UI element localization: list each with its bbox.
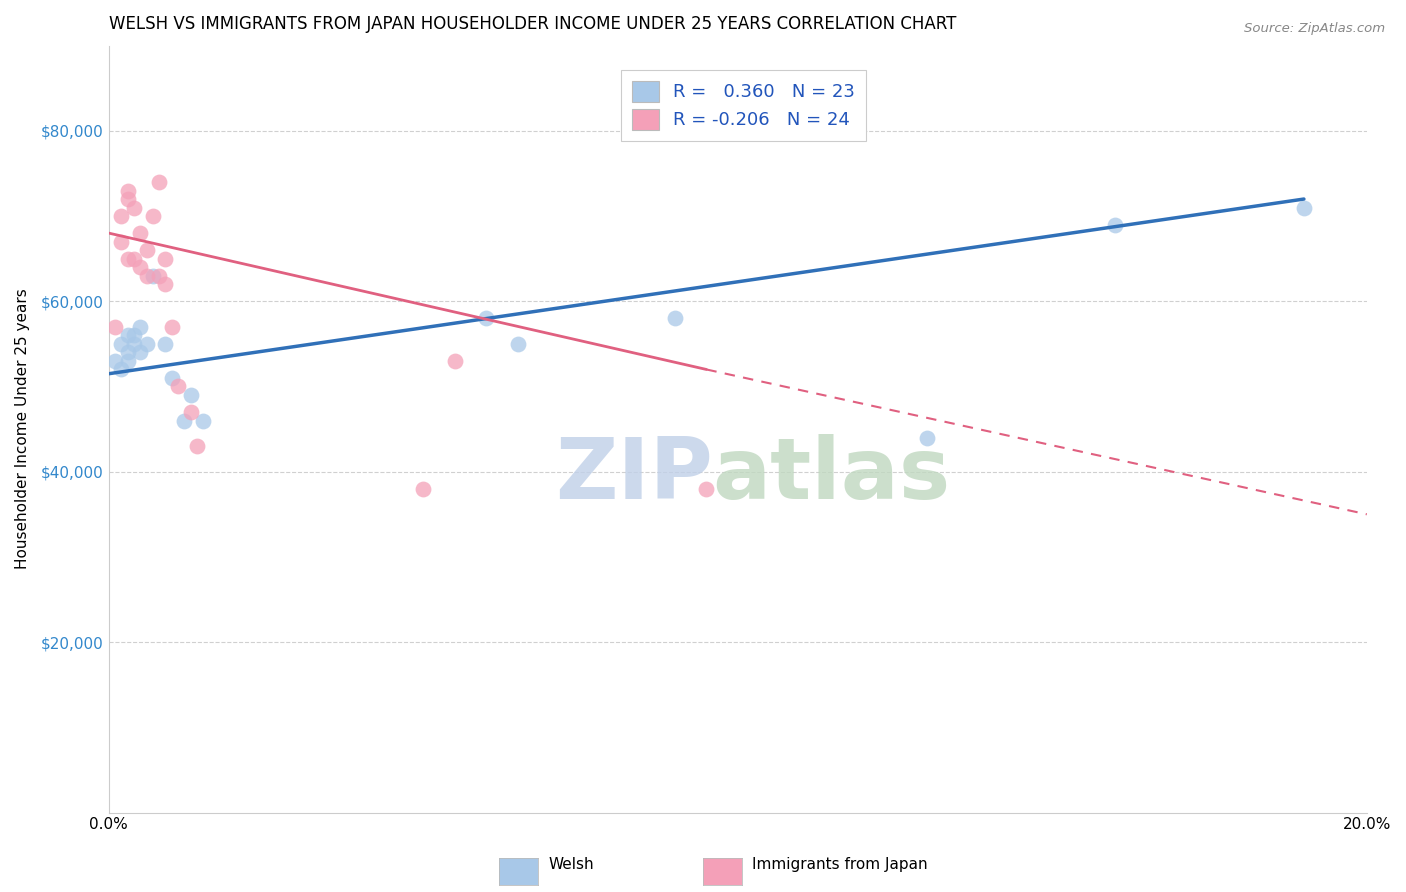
Point (104, 319, 127, 334)
Point (122, 252, 145, 266)
Point (193, 414, 215, 428)
Point (129, 319, 152, 334)
Point (475, 311, 498, 326)
Point (110, 209, 132, 223)
Point (135, 243, 157, 257)
Point (186, 439, 208, 453)
Point (122, 337, 145, 351)
Point (443, 354, 465, 368)
Point (167, 379, 190, 393)
Text: atlas: atlas (713, 434, 950, 516)
Point (148, 175, 170, 189)
Point (1104, 218, 1126, 232)
Point (695, 482, 717, 496)
Point (117, 354, 139, 368)
Legend: R =   0.360   N = 23, R = -0.206   N = 24: R = 0.360 N = 23, R = -0.206 N = 24 (621, 70, 866, 141)
Point (142, 268, 165, 283)
Point (412, 482, 434, 496)
Point (129, 345, 152, 359)
Point (160, 371, 183, 385)
Point (135, 337, 157, 351)
Point (117, 252, 139, 266)
Point (155, 277, 177, 292)
Point (122, 201, 145, 215)
Text: Welsh: Welsh (548, 857, 593, 872)
Point (148, 268, 170, 283)
Point (173, 414, 195, 428)
Point (110, 362, 132, 376)
Point (155, 337, 177, 351)
Text: ZIP: ZIP (555, 434, 713, 516)
Text: Immigrants from Japan: Immigrants from Japan (752, 857, 928, 872)
Point (129, 226, 152, 240)
Point (122, 328, 145, 343)
Point (117, 345, 139, 359)
Point (110, 235, 132, 249)
Point (915, 431, 938, 445)
Point (110, 337, 132, 351)
Point (104, 354, 127, 368)
Point (135, 268, 157, 283)
Point (129, 260, 152, 275)
Point (155, 252, 177, 266)
Point (160, 319, 183, 334)
Point (180, 405, 202, 419)
Point (180, 388, 202, 402)
Text: Source: ZipAtlas.com: Source: ZipAtlas.com (1244, 22, 1385, 36)
Point (506, 337, 529, 351)
Point (1292, 201, 1315, 215)
Point (117, 328, 139, 343)
Text: WELSH VS IMMIGRANTS FROM JAPAN HOUSEHOLDER INCOME UNDER 25 YEARS CORRELATION CHA: WELSH VS IMMIGRANTS FROM JAPAN HOUSEHOLD… (108, 15, 956, 33)
Point (117, 184, 139, 198)
Point (142, 209, 165, 223)
Point (117, 192, 139, 206)
Point (664, 311, 686, 326)
Y-axis label: Householder Income Under 25 years: Householder Income Under 25 years (15, 289, 30, 569)
